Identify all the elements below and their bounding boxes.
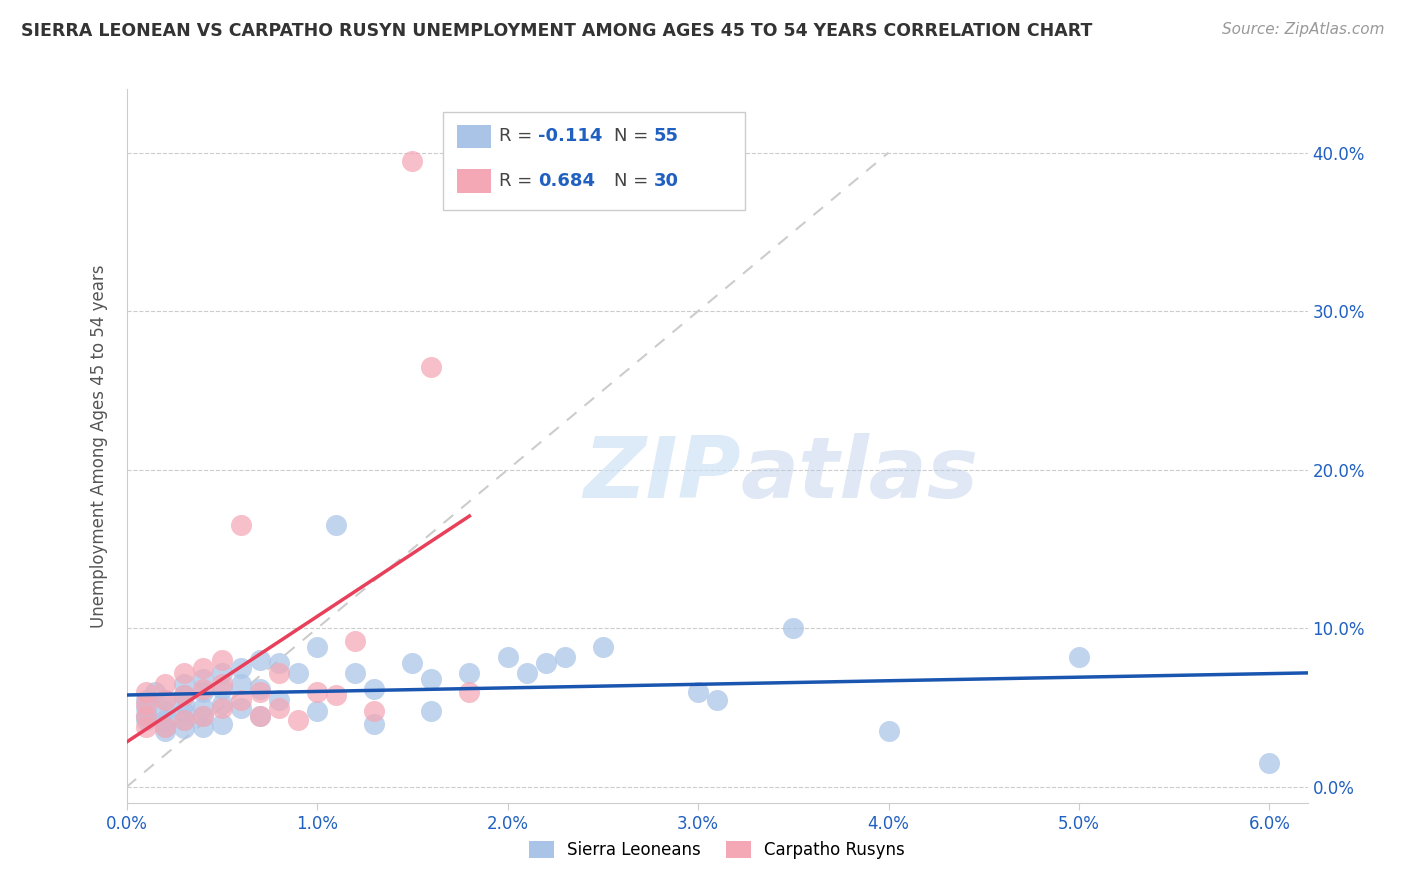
Point [153,714,176,728]
Point [554,649,576,664]
Text: atlas: atlas [741,433,979,516]
Point [173,698,195,712]
Point [191,672,214,686]
Text: 55: 55 [654,128,679,145]
Point [249,653,271,667]
Point [173,665,195,680]
Point [229,692,252,706]
Point [173,706,195,720]
Point [267,700,290,714]
Point [420,672,443,686]
Point [135,708,157,723]
Point [1067,649,1090,664]
Point [153,724,176,739]
Point [305,640,328,655]
Text: R =: R = [499,128,538,145]
Point [135,708,157,723]
Point [363,716,385,731]
Point [135,714,157,728]
Text: 30: 30 [654,172,679,190]
Point [534,657,557,671]
Point [211,653,233,667]
Point [401,657,423,671]
Point [173,688,195,702]
Point [173,714,195,728]
Point [1258,756,1281,771]
Text: N =: N = [614,128,654,145]
Point [496,649,519,664]
Point [135,698,157,712]
Point [782,621,804,635]
Point [877,724,900,739]
Point [363,681,385,696]
Point [135,685,157,699]
Point [229,518,252,533]
Point [211,665,233,680]
Point [191,720,214,734]
Point [153,720,176,734]
Legend: Sierra Leoneans, Carpatho Rusyns: Sierra Leoneans, Carpatho Rusyns [522,834,912,866]
Point [153,704,176,718]
Point [143,685,166,699]
Text: 0.684: 0.684 [538,172,596,190]
Point [229,700,252,714]
Point [191,708,214,723]
Point [211,716,233,731]
Point [191,681,214,696]
Point [325,518,347,533]
Text: R =: R = [499,172,538,190]
Point [211,677,233,691]
Point [401,153,423,168]
Point [267,692,290,706]
Point [173,688,195,702]
Point [249,708,271,723]
Point [287,714,309,728]
Point [305,685,328,699]
Point [191,661,214,675]
Point [153,677,176,691]
Point [516,665,538,680]
Point [249,708,271,723]
Point [344,665,367,680]
Point [135,720,157,734]
Point [325,688,347,702]
Point [229,677,252,691]
Point [344,634,367,648]
Point [686,685,709,699]
Point [229,661,252,675]
Point [153,692,176,706]
Point [420,359,443,374]
Point [173,714,195,728]
Text: ZIP: ZIP [583,433,741,516]
Point [706,692,728,706]
Point [191,700,214,714]
Point [458,665,481,680]
Point [420,704,443,718]
Point [191,685,214,699]
Point [211,698,233,712]
Point [135,700,157,714]
Point [592,640,614,655]
Point [249,681,271,696]
Point [267,665,290,680]
Point [135,692,157,706]
Point [211,700,233,714]
Text: N =: N = [614,172,654,190]
Text: SIERRA LEONEAN VS CARPATHO RUSYN UNEMPLOYMENT AMONG AGES 45 TO 54 YEARS CORRELAT: SIERRA LEONEAN VS CARPATHO RUSYN UNEMPLO… [21,22,1092,40]
Point [249,685,271,699]
Point [267,657,290,671]
Point [211,681,233,696]
Text: Source: ZipAtlas.com: Source: ZipAtlas.com [1222,22,1385,37]
Point [287,665,309,680]
Point [153,720,176,734]
Point [363,704,385,718]
Point [458,685,481,699]
Text: -0.114: -0.114 [538,128,603,145]
Y-axis label: Unemployment Among Ages 45 to 54 years: Unemployment Among Ages 45 to 54 years [90,264,108,628]
Point [173,721,195,735]
Point [191,708,214,723]
Point [305,704,328,718]
Point [153,692,176,706]
Point [173,677,195,691]
